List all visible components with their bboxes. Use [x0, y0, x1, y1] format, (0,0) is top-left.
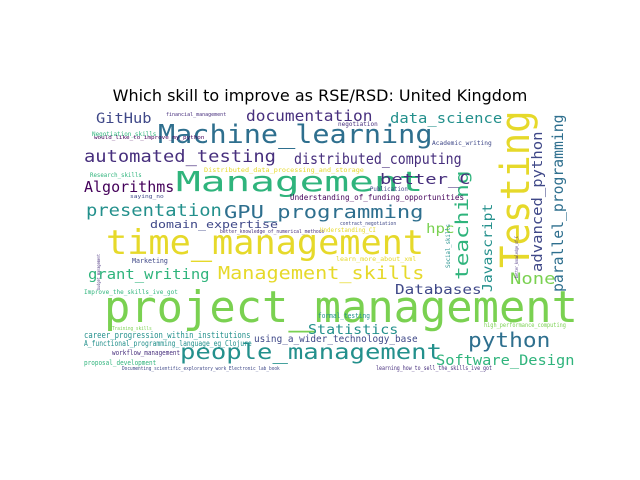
word-management-skills: Management_skills — [218, 263, 425, 284]
word-domain-expertise: domain_expertise — [150, 218, 279, 231]
word-proposal-development: proposal_development — [84, 359, 157, 367]
chart-title: Which skill to improve as RSE/RSD: Unite… — [112, 86, 528, 105]
word-presentation: presentation — [86, 201, 222, 221]
word-documenting-lab-book: Documenting_scientific_exploratory_work_… — [122, 366, 280, 372]
word-software-design: Software_Design — [436, 353, 575, 369]
word-better-knowledge-c: better_knowledge_of_C — [515, 236, 520, 278]
word-cloud: project_management time_management Testi… — [84, 108, 576, 378]
word-marketing: Marketing — [132, 257, 168, 265]
word-distributed-computing: distributed_computing — [294, 150, 462, 168]
word-research-skills: Research_skills — [90, 171, 142, 179]
word-documentation: documentation — [246, 108, 373, 125]
word-numerical-methods: better_knowledge_of_numerical_methods — [220, 229, 325, 235]
word-grant-writing: grant_writing — [88, 267, 210, 283]
word-automated-testing: automated_testing — [84, 147, 276, 167]
word-career-progression: career_progression_within_institutions — [84, 331, 251, 341]
word-academic-writing: Academic_writing — [432, 140, 492, 147]
word-hpc: hpc — [426, 222, 455, 237]
word-understanding-ci: Understanding_CI — [320, 227, 376, 234]
word-advanced-python: advanced_python — [530, 131, 546, 272]
word-python: python — [468, 328, 551, 352]
word-people-management: people_management — [180, 340, 443, 364]
word-funding-opportunities: Understanding_of_funding_opportunities — [290, 193, 465, 202]
word-better-c: better_C — [380, 172, 471, 188]
word-project-management: project_management — [104, 282, 576, 333]
word-github: GitHub — [96, 111, 152, 127]
word-publication: Publication — [370, 186, 408, 193]
word-sell-skills: learning_how_to_sell_the_skills_ive_got — [376, 365, 492, 372]
word-contract-negotiation: contract_negotiation — [340, 221, 397, 227]
word-learn-xml: learn_more_about_xml — [336, 256, 417, 263]
word-algorithms: Algorithms — [84, 178, 175, 196]
word-negotiation-skills: Negotiation_skills — [92, 130, 157, 138]
word-parallel-programming: parallel_programming — [549, 114, 567, 293]
word-machine-learning: Machine_learning — [158, 120, 433, 150]
word-functional-programming: A_functional_programming_language_eg_Clo… — [84, 339, 252, 348]
word-high-performance-computing: high_performance_computing — [484, 322, 566, 329]
word-distributed-data: Distributed_data_processing_and_storage — [204, 167, 364, 174]
word-management: Management — [176, 165, 424, 198]
word-time-management: time_management — [106, 223, 425, 263]
word-negotiation: negotiation — [338, 121, 378, 128]
word-databases: Databases — [395, 283, 482, 298]
word-improve-skills: Improve_the_skills_ive_got — [84, 288, 178, 296]
word-saying-no: saying_no — [130, 194, 164, 200]
word-wider-technology-base: using_a_wider_technology_base — [254, 334, 418, 345]
word-formal-testing: formal_testing — [318, 312, 370, 320]
word-social-skills: Social_skills — [445, 224, 452, 268]
word-javascript: Javascript — [481, 203, 496, 292]
word-gpu-programming: GPU_programming — [224, 202, 424, 223]
word-statistics: Statistics — [308, 323, 399, 338]
word-improve-python: would_like_to_improve_my_python — [94, 135, 205, 141]
word-training-skills: Training_skills — [112, 326, 152, 332]
word-financial-management: financial_management — [166, 112, 227, 118]
word-none: None — [510, 269, 556, 288]
word-workflow-management: workflow_management — [112, 349, 181, 357]
word-data-science: data_science — [390, 111, 503, 127]
word-budget-management: budget_management — [97, 253, 102, 290]
